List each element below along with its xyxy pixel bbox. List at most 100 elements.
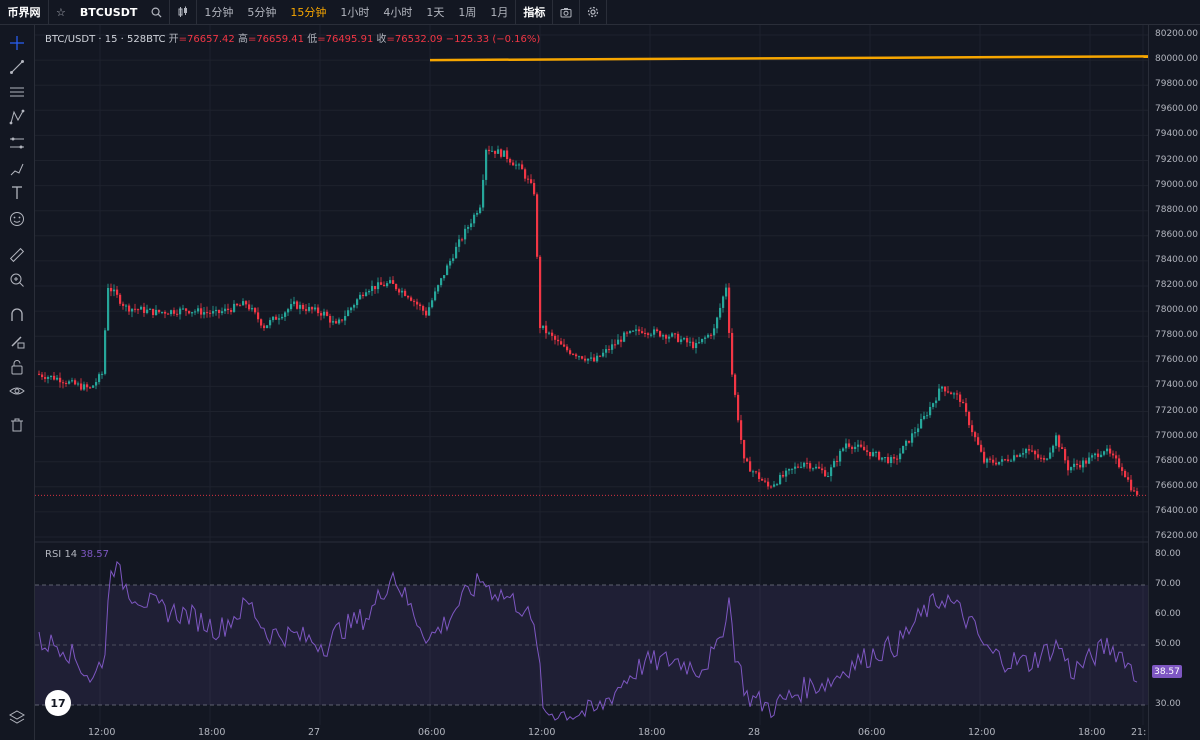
candle-body: [335, 321, 338, 324]
candle-body: [629, 330, 632, 334]
candle-body: [1019, 454, 1022, 457]
interval-tab-1[interactable]: 5分钟: [247, 6, 277, 19]
toolbar-divider: [169, 0, 171, 24]
candle-body: [206, 312, 209, 314]
text-tool-icon[interactable]: [7, 183, 27, 203]
interval-tab-6[interactable]: 1周: [458, 6, 477, 19]
candle-body: [977, 437, 980, 445]
toolbar-divider: [552, 0, 554, 24]
candle-body: [515, 164, 518, 166]
candle-body: [86, 384, 89, 388]
candles-group: [38, 145, 1139, 497]
time-tick-label: 18:00: [638, 727, 666, 738]
interval-tab-3[interactable]: 1小时: [340, 6, 370, 19]
interval-tab-4[interactable]: 4小时: [383, 6, 413, 19]
candle-body: [395, 284, 398, 290]
candle-body: [554, 335, 557, 340]
candle-body: [371, 285, 374, 291]
crosshair-icon[interactable]: [7, 33, 27, 53]
candle-body: [425, 310, 428, 316]
price-tick-label: 79800.00: [1155, 79, 1198, 90]
eye-icon[interactable]: [7, 381, 27, 401]
pattern-icon[interactable]: [7, 107, 27, 127]
legend-low-label: 低: [307, 34, 318, 45]
candle-body: [350, 307, 353, 311]
candle-body: [1112, 453, 1115, 456]
forecast-icon[interactable]: [7, 133, 27, 153]
candle-body: [734, 374, 737, 395]
candle-body: [818, 466, 821, 469]
chart-type-candles-icon[interactable]: [170, 0, 196, 24]
site-logo[interactable]: 币界网: [0, 0, 49, 24]
toolbar-divider: [196, 0, 198, 24]
ruler-icon[interactable]: [7, 245, 27, 265]
candle-body: [512, 162, 515, 166]
symbol-name[interactable]: BTCUSDT: [79, 5, 138, 19]
magnet-icon[interactable]: [7, 305, 27, 325]
candle-body: [848, 443, 851, 447]
time-tick-label: 21:: [1131, 727, 1147, 738]
candle-body: [713, 328, 716, 336]
brush-icon[interactable]: [7, 159, 27, 179]
emoji-icon[interactable]: [7, 209, 27, 229]
candle-body: [1034, 450, 1037, 455]
candle-body: [812, 468, 815, 470]
interval-tab-7[interactable]: 1月: [490, 6, 509, 19]
candle-body: [584, 358, 587, 361]
candle-body: [374, 285, 377, 290]
candle-body: [146, 309, 149, 313]
horizontal-price-line[interactable]: [429, 55, 1148, 62]
candle-body: [650, 334, 653, 336]
candle-body: [218, 309, 221, 314]
candle-body: [446, 265, 449, 276]
candle-body: [1004, 459, 1007, 461]
trend-line-icon[interactable]: [7, 57, 27, 77]
candle-body: [836, 460, 839, 462]
candle-body: [437, 285, 440, 292]
candle-body: [761, 478, 764, 481]
candle-body: [1127, 477, 1130, 480]
pencil-lock-icon[interactable]: [7, 331, 27, 351]
candle-body: [1043, 458, 1046, 460]
candle-body: [326, 311, 329, 316]
interval-tab-2[interactable]: 15分钟: [290, 6, 327, 19]
candle-body: [329, 315, 332, 323]
interval-tab-5[interactable]: 1天: [426, 6, 445, 19]
price-tick-label: 80000.00: [1155, 54, 1198, 65]
price-chart-canvas[interactable]: [35, 25, 1148, 740]
interval-tab-0[interactable]: 1分钟: [204, 6, 234, 19]
candle-body: [776, 484, 779, 486]
candle-body: [242, 301, 245, 306]
layers-icon[interactable]: [7, 707, 27, 727]
candle-body: [920, 419, 923, 429]
favorite-star-icon[interactable]: ☆: [56, 5, 66, 19]
trash-icon[interactable]: [7, 415, 27, 435]
zoom-in-icon[interactable]: [7, 270, 27, 290]
camera-icon[interactable]: [553, 0, 579, 24]
horizontal-lines-icon[interactable]: [7, 82, 27, 102]
candle-body: [1103, 451, 1106, 455]
chart-area[interactable]: BTC/USDT · 15 · 528BTC 开=76657.42 高=7665…: [35, 25, 1148, 740]
candle-body: [1037, 454, 1040, 458]
gear-icon[interactable]: [580, 0, 606, 24]
candle-body: [758, 472, 761, 479]
candle-body: [1058, 435, 1061, 448]
rsi-value: 38.57: [80, 549, 109, 560]
unlock-icon[interactable]: [7, 357, 27, 377]
candle-body: [1106, 448, 1109, 452]
symbol-search-icon[interactable]: [144, 0, 169, 24]
candle-body: [746, 458, 749, 462]
candle-body: [752, 471, 755, 473]
tradingview-logo[interactable]: 17: [45, 690, 71, 716]
candle-body: [185, 308, 188, 311]
indicators-button[interactable]: 指标: [523, 6, 546, 19]
candle-body: [524, 169, 527, 179]
candle-body: [875, 451, 878, 453]
candle-body: [296, 301, 299, 309]
price-axis[interactable]: 80200.00 80000.00 79800.00 79600.00 79400.00…: [1148, 25, 1200, 740]
candle-body: [917, 428, 920, 433]
candle-body: [1109, 448, 1112, 454]
candle-body: [563, 344, 566, 347]
candle-body: [143, 306, 146, 313]
candle-body: [1091, 455, 1094, 458]
